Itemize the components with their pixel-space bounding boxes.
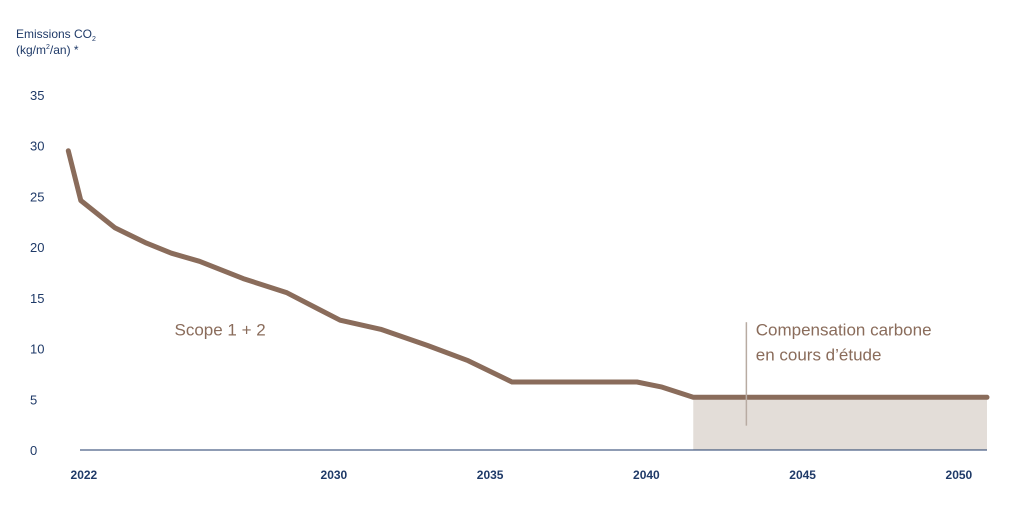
y-axis-label-subscript: 2	[92, 36, 96, 43]
y-tick-label: 5	[30, 392, 37, 407]
y-axis-label: Emissions CO2 (kg/m2/an) *	[16, 27, 96, 57]
y-tick-label: 15	[30, 291, 44, 306]
series-line	[65, 148, 990, 400]
annotation-layer: Scope 1 + 2 Compensation carbone en cour…	[175, 320, 932, 426]
y-axis-label-unit-b: /an) *	[50, 43, 79, 57]
y-tick-label: 0	[30, 443, 37, 458]
y-axis-label-main: Emissions CO	[16, 27, 92, 41]
annotation-compensation-line1: Compensation carbone	[756, 320, 932, 339]
y-tick-label: 35	[30, 88, 44, 103]
x-tick-label: 2040	[633, 468, 660, 482]
y-axis-label-line2: (kg/m2/an) *	[16, 43, 79, 57]
x-tick-labels: 2022 2030 2035 2040 2045 2050	[71, 468, 973, 482]
y-tick-label: 25	[30, 189, 44, 204]
offset-layer	[693, 397, 987, 450]
x-tick-label: 2022	[71, 468, 98, 482]
series-layer	[65, 148, 990, 400]
x-tick-label: 2050	[946, 468, 973, 482]
y-axis-label-line1: Emissions CO2	[16, 27, 96, 43]
x-tick-label: 2035	[477, 468, 504, 482]
y-tick-label: 10	[30, 342, 44, 357]
y-tick-labels: 0 5 10 15 20 25 30 35	[30, 88, 44, 458]
annotation-scope: Scope 1 + 2	[175, 320, 266, 339]
y-tick-label: 20	[30, 240, 44, 255]
y-axis-label-superscript: 2	[46, 44, 50, 51]
x-tick-label: 2030	[321, 468, 348, 482]
annotation-compensation-line2: en cours d’étude	[756, 345, 882, 364]
offset-area	[693, 397, 987, 450]
x-tick-label: 2045	[789, 468, 816, 482]
y-tick-label: 30	[30, 139, 44, 154]
y-axis-label-unit-a: (kg/m	[16, 43, 46, 57]
